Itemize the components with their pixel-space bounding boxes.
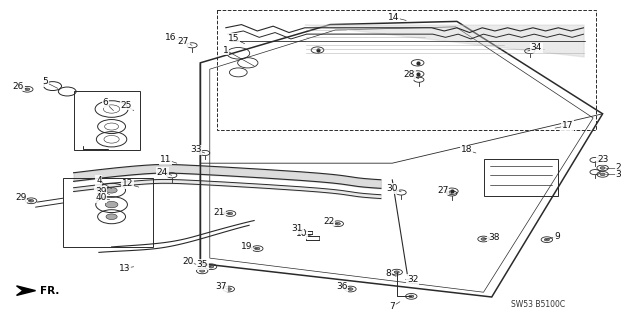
Bar: [483, 159, 558, 196]
Text: 16: 16: [164, 33, 177, 42]
Text: 32: 32: [407, 275, 418, 284]
Text: 39: 39: [95, 187, 107, 196]
Circle shape: [208, 266, 213, 268]
Text: 40: 40: [95, 193, 107, 202]
Text: 17: 17: [562, 121, 573, 130]
Text: 8: 8: [385, 268, 391, 278]
Text: 37: 37: [215, 282, 227, 291]
Text: 5: 5: [42, 77, 48, 86]
Circle shape: [409, 295, 414, 298]
Circle shape: [199, 269, 204, 272]
Text: 28: 28: [404, 70, 415, 79]
Text: 11: 11: [159, 155, 171, 164]
Text: 31: 31: [291, 224, 303, 233]
Circle shape: [226, 288, 231, 290]
Text: 7: 7: [389, 302, 395, 311]
Circle shape: [335, 222, 340, 225]
Text: 3: 3: [615, 170, 621, 179]
Text: 21: 21: [213, 208, 225, 217]
Circle shape: [105, 201, 118, 208]
Text: 20: 20: [182, 258, 193, 267]
Text: 29: 29: [15, 193, 27, 202]
Text: 4: 4: [96, 176, 102, 185]
Circle shape: [600, 173, 605, 176]
Circle shape: [544, 238, 549, 241]
Text: 23: 23: [597, 155, 608, 164]
Text: SW53 B5100C: SW53 B5100C: [511, 300, 565, 308]
Circle shape: [600, 167, 605, 169]
Text: 15: 15: [228, 34, 239, 43]
Text: 1: 1: [223, 45, 229, 55]
Text: 33: 33: [190, 145, 201, 154]
Text: 35: 35: [196, 260, 208, 269]
Polygon shape: [17, 286, 36, 295]
Text: 26: 26: [13, 82, 24, 91]
Circle shape: [348, 288, 353, 290]
Circle shape: [394, 271, 399, 274]
Text: 30: 30: [387, 184, 398, 193]
Text: 14: 14: [388, 13, 399, 22]
Circle shape: [25, 88, 30, 91]
Text: 6: 6: [102, 98, 108, 107]
Text: 34: 34: [530, 43, 542, 52]
Text: 19: 19: [241, 242, 252, 251]
Bar: [217, 10, 596, 130]
Text: 24: 24: [157, 168, 168, 177]
Circle shape: [481, 238, 486, 240]
Text: FR.: FR.: [40, 286, 59, 296]
Text: 36: 36: [336, 282, 347, 291]
Text: 2: 2: [616, 164, 621, 172]
Text: 12: 12: [122, 180, 133, 188]
Circle shape: [227, 212, 232, 215]
Text: 22: 22: [323, 217, 335, 226]
Circle shape: [106, 188, 117, 193]
Bar: [74, 92, 140, 150]
Text: 27: 27: [178, 37, 189, 46]
Text: 13: 13: [119, 264, 130, 273]
Text: 27: 27: [438, 186, 449, 195]
Text: 9: 9: [554, 232, 560, 241]
Text: 10: 10: [296, 229, 307, 238]
Circle shape: [106, 214, 117, 220]
Text: 38: 38: [488, 233, 499, 242]
Circle shape: [29, 199, 34, 202]
Bar: [63, 179, 153, 247]
Circle shape: [255, 247, 260, 250]
Text: 18: 18: [460, 145, 472, 154]
Text: 25: 25: [121, 101, 132, 110]
